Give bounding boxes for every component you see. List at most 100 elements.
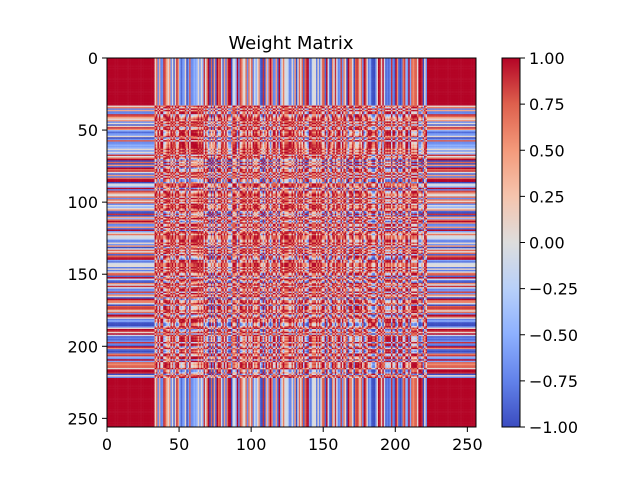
heatmap-cell [284, 72, 286, 74]
heatmap-cell [143, 62, 145, 64]
heatmap-cell [450, 61, 452, 63]
heatmap-cell [413, 71, 415, 73]
heatmap-cell [280, 72, 282, 74]
heatmap-cell [364, 67, 366, 69]
heatmap-cell [155, 59, 157, 61]
heatmap-cell [251, 68, 253, 70]
heatmap-cell [163, 59, 165, 61]
heatmap-cell [470, 64, 472, 66]
heatmap-cell [466, 65, 468, 67]
heatmap-cell [290, 72, 292, 74]
heatmap-cell [441, 62, 443, 64]
heatmap-cell [359, 61, 361, 63]
heatmap-cell [433, 67, 435, 69]
heatmap-cell [414, 65, 416, 67]
heatmap-cell [460, 68, 462, 70]
heatmap-cell [339, 68, 341, 70]
heatmap-cell [191, 67, 193, 69]
heatmap-cell [401, 59, 403, 61]
heatmap-cell [146, 64, 148, 66]
heatmap-cell [323, 64, 325, 66]
heatmap-cell [129, 70, 131, 72]
heatmap-cell [408, 72, 410, 74]
heatmap-cell [276, 67, 278, 69]
heatmap-cell [257, 61, 259, 63]
heatmap-cell [126, 62, 128, 64]
heatmap-cell [189, 62, 191, 64]
heatmap-cell [126, 67, 128, 69]
heatmap-cell [221, 72, 223, 74]
heatmap-cell [418, 61, 420, 63]
heatmap-cell [130, 68, 132, 70]
heatmap-cell [426, 72, 428, 74]
heatmap-cell [287, 68, 289, 70]
heatmap-cell [155, 71, 157, 73]
heatmap-cell [155, 65, 157, 67]
heatmap-cell [296, 64, 298, 66]
heatmap-cell [378, 71, 380, 73]
heatmap-cell [232, 68, 234, 70]
heatmap-cell [304, 62, 306, 64]
heatmap-cell [175, 64, 177, 66]
heatmap-cell [214, 64, 216, 66]
heatmap-cell [271, 65, 273, 67]
heatmap-cell [351, 65, 353, 67]
heatmap-cell [300, 62, 302, 64]
heatmap-cell [356, 70, 358, 72]
heatmap-cell [297, 68, 299, 70]
heatmap-cell [247, 68, 249, 70]
heatmap-cell [248, 70, 250, 72]
heatmap-cell [420, 64, 422, 66]
heatmap-cell [241, 71, 243, 73]
heatmap-cell [430, 65, 432, 67]
heatmap-cell [366, 61, 368, 63]
heatmap-cell [325, 65, 327, 67]
heatmap-cell [258, 70, 260, 72]
heatmap-cell [434, 65, 436, 67]
heatmap-cell [257, 65, 259, 67]
heatmap-cell [296, 68, 298, 70]
heatmap-cell [121, 70, 123, 72]
heatmap-cell [121, 72, 123, 74]
heatmap-cell [221, 70, 223, 72]
heatmap-cell [469, 72, 471, 74]
heatmap-cell [312, 61, 314, 63]
heatmap-cell [219, 61, 221, 63]
heatmap-cell [375, 67, 377, 69]
heatmap-cell [162, 68, 164, 70]
heatmap-cell [139, 59, 141, 61]
heatmap-cell [183, 62, 185, 64]
heatmap-cell [459, 65, 461, 67]
heatmap-cell [306, 65, 308, 67]
heatmap-cell [166, 64, 168, 66]
heatmap-cell [449, 64, 451, 66]
heatmap-cell [143, 68, 145, 70]
heatmap-cell [266, 59, 268, 61]
heatmap-cell [179, 61, 181, 63]
heatmap-cell [264, 62, 266, 64]
heatmap-cell [129, 71, 131, 73]
heatmap-cell [268, 62, 270, 64]
heatmap-cell [404, 70, 406, 72]
heatmap-cell [221, 59, 223, 61]
heatmap-cell [237, 61, 239, 63]
heatmap-cell [258, 72, 260, 74]
heatmap-cell [264, 68, 266, 70]
heatmap-cell [254, 64, 256, 66]
heatmap-cell [281, 68, 283, 70]
heatmap-cell [186, 64, 188, 66]
heatmap-cell [261, 71, 263, 73]
heatmap-cell [175, 72, 177, 74]
heatmap-cell [402, 70, 404, 72]
heatmap-cell [377, 72, 379, 74]
heatmap-cell [361, 61, 363, 63]
heatmap-cell [300, 65, 302, 67]
heatmap-cell [447, 71, 449, 73]
heatmap-cell [392, 70, 394, 72]
heatmap-cell [143, 59, 145, 61]
heatmap-cell [404, 64, 406, 66]
heatmap-cell [338, 68, 340, 70]
heatmap-cell [358, 72, 360, 74]
heatmap-cell [414, 62, 416, 64]
heatmap-cell [302, 65, 304, 67]
